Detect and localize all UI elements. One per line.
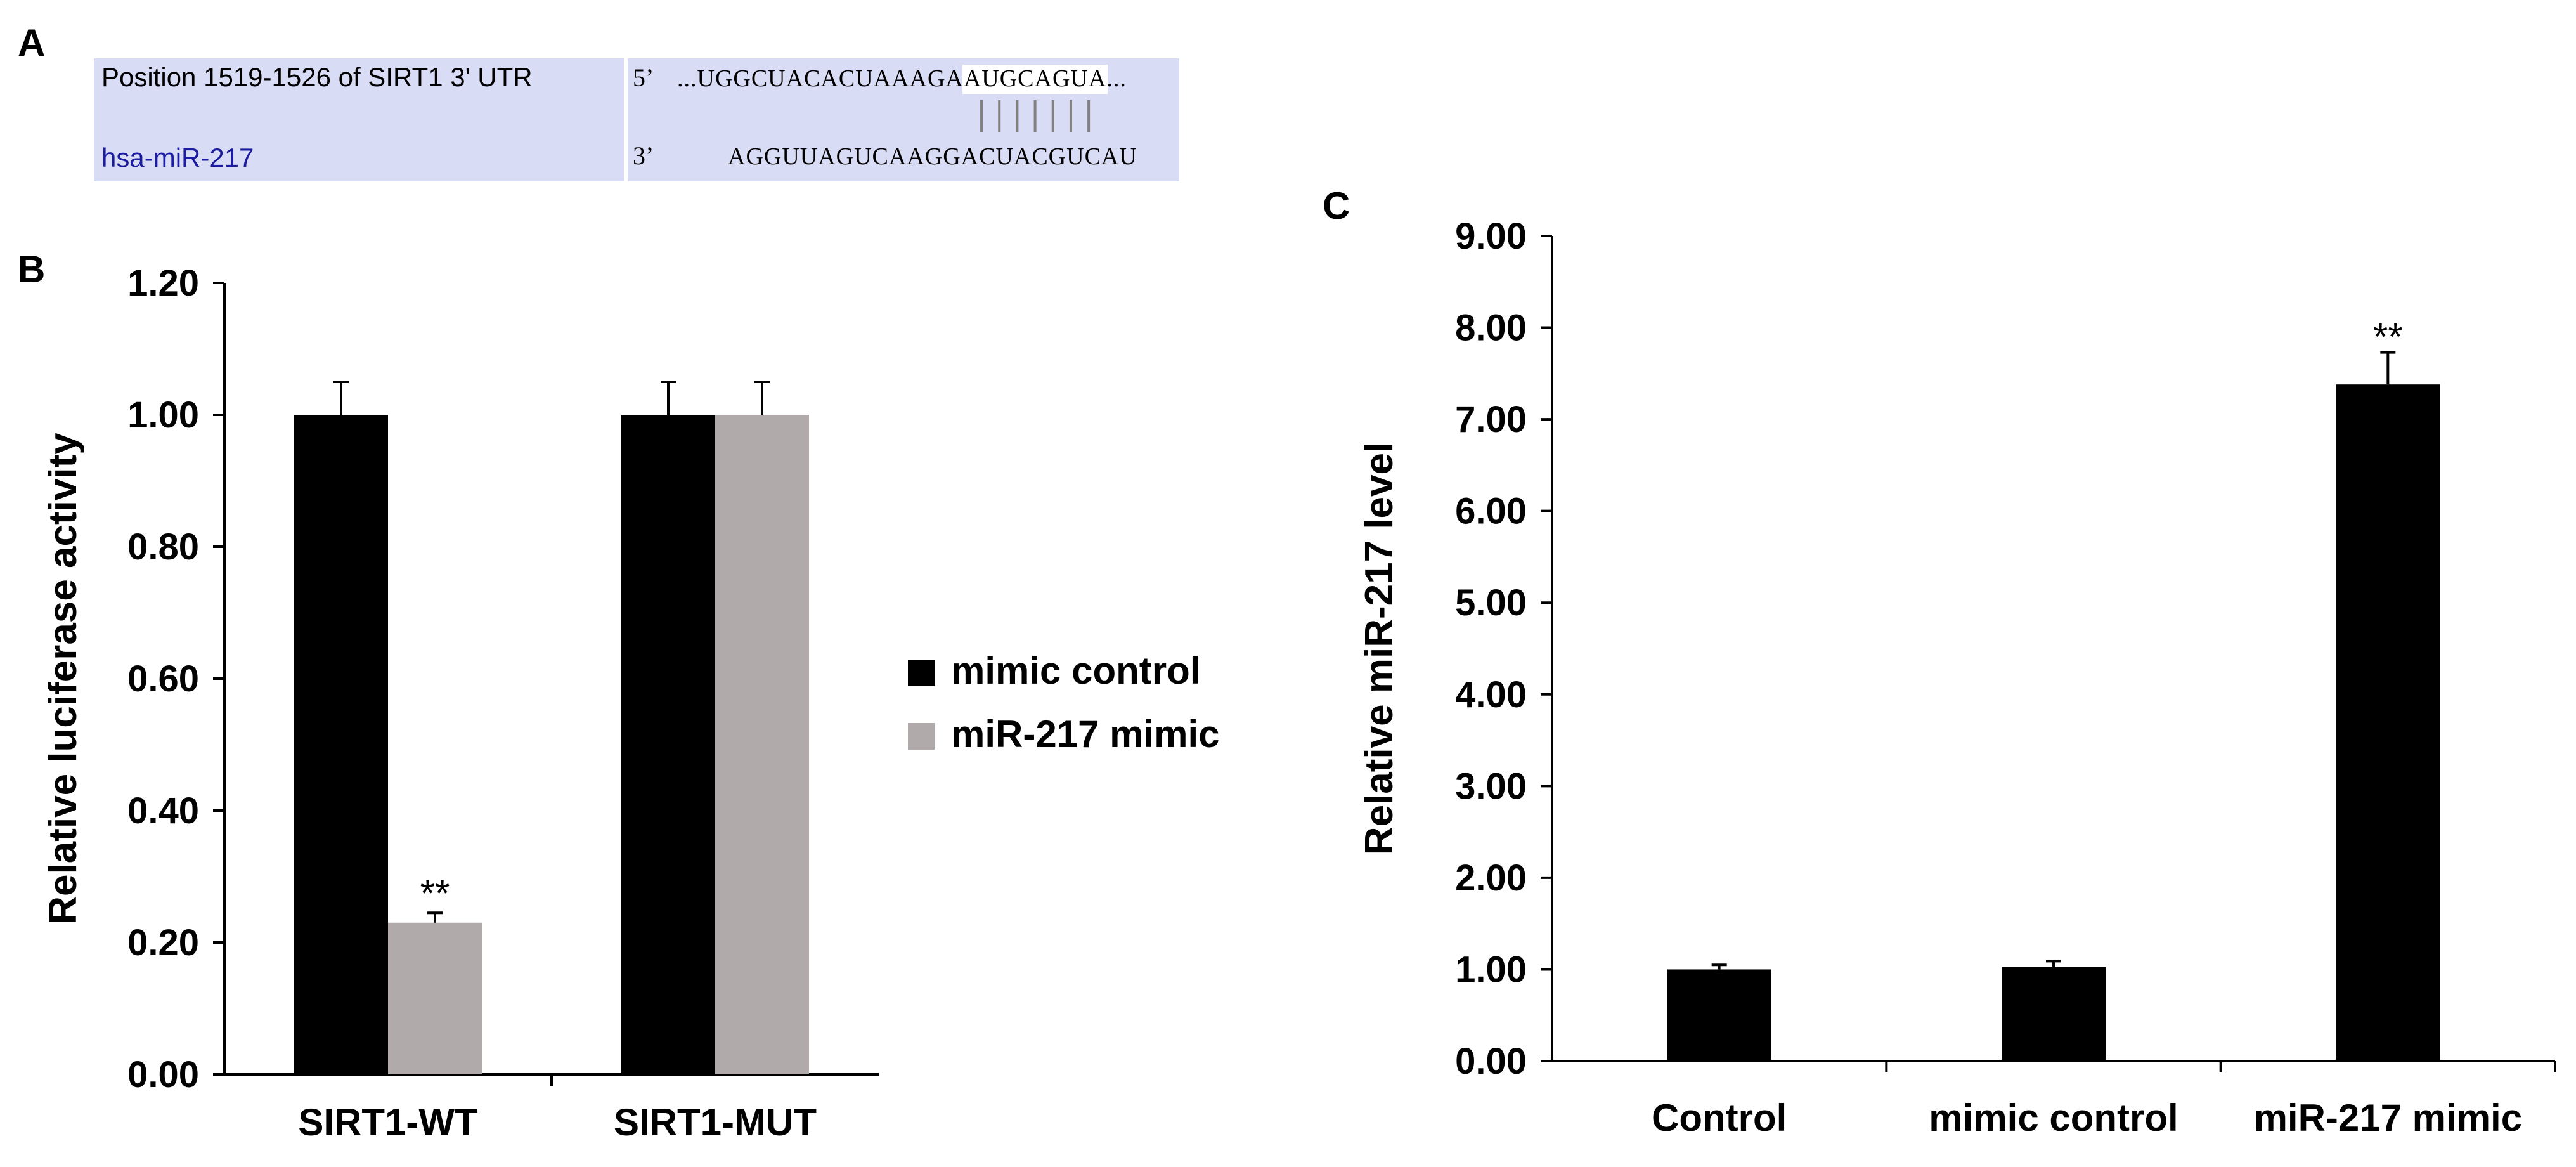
c-x-tick-label: mimic control [1929,1097,2178,1139]
c-y-tick-label: 3.00 [1455,766,1527,807]
c-y-tick-label: 1.00 [1455,949,1527,990]
b-legend-swatch [908,723,935,750]
c-y-tick-label: 0.00 [1455,1041,1527,1082]
mirna-3prime-end: 3’ [633,141,654,170]
panel-c: C 0.00 1.00 2.00 3.00 4.00 5.00 6.00 7.00 8.00 9.… [1323,185,2556,1139]
b-y-tick-label: 0.20 [127,922,199,963]
b-bar [715,415,809,1074]
mirna-sequence: AGGUUAGUCAAGGACUACGUCAU [728,143,1137,170]
b-bar [621,415,715,1074]
c-y-tick-label: 2.00 [1455,857,1527,899]
c-bar [1667,969,1771,1061]
b-y-tick-label: 0.60 [127,658,199,700]
utr-seq-pre: ...UGGCUACACUAAAGA [677,65,964,92]
b-y-tick-label: 1.20 [127,263,199,304]
base-pair-lines [980,100,1091,132]
c-y-tick-label: 9.00 [1455,216,1527,257]
b-x-tick-label: SIRT1-WT [298,1101,477,1144]
b-legend: mimic control miR-217 mimic [908,649,1220,755]
panel-a-label: A [18,22,45,64]
b-y-tick-label: 1.00 [127,394,199,436]
c-x-tick-label: miR-217 mimic [2254,1097,2523,1139]
c-y-tick-label: 6.00 [1455,491,1527,532]
panel-c-label: C [1323,185,1350,227]
utr-seq-seed: AUGCAGUA [964,65,1106,92]
panel-b-label: B [18,248,45,290]
c-y-tick-label: 4.00 [1455,674,1527,715]
b-legend-label: mimic control [951,649,1200,692]
b-significance-marker: ** [420,872,450,915]
c-y-tick-label: 5.00 [1455,582,1527,623]
mir-seq-pre: AGGUUAGUCAAGGAC [728,143,995,170]
panel-a: A Position 1519-1526 of SIRT1 3' UTR hsa… [18,22,1179,181]
b-y-axis-label: Relative luciferase activity [41,433,85,925]
c-bar [2336,384,2440,1062]
c-y-axis-label: Relative miR-217 level [1357,442,1401,855]
mirna-label: hsa-miR-217 [101,143,254,173]
b-x-tick-label: SIRT1-MUT [614,1101,817,1144]
b-bar [294,415,388,1074]
utr-position-label: Position 1519-1526 of SIRT1 3' UTR [101,62,533,92]
panel-b: B 0.00 0.20 0.40 0.60 0.80 1.00 1.20 Relative l… [18,248,1220,1144]
b-legend-label: miR-217 mimic [951,713,1220,755]
b-y-tick-label: 0.40 [127,790,199,831]
c-significance-marker: ** [2373,316,2403,358]
utr-seq-post: ... [1106,65,1127,92]
label-box [94,58,624,181]
c-x-tick-label: Control [1652,1097,1787,1139]
c-bar [2002,967,2106,1061]
b-legend-swatch [908,660,935,686]
b-y-tick-label: 0.80 [127,526,199,568]
b-y-tick-label: 0.00 [127,1054,199,1095]
mir-seq-seed: UACGUCAU [995,143,1137,170]
utr-sequence: ...UGGCUACACUAAAGAAUGCAGUA... [677,65,1127,92]
seed-highlight [962,65,1108,94]
b-bar [388,922,482,1074]
c-y-tick-label: 7.00 [1455,399,1527,440]
c-y-tick-label: 8.00 [1455,308,1527,349]
utr-5prime-end: 5’ [633,63,654,92]
